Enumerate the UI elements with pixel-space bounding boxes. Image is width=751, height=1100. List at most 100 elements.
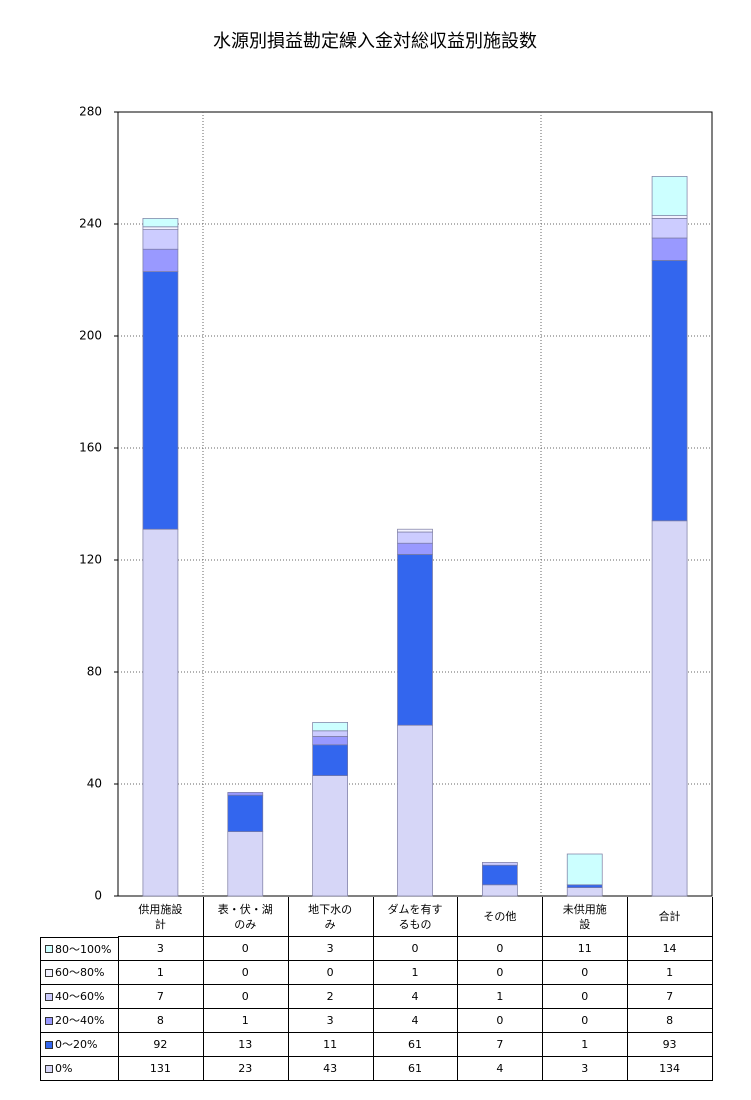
table-value-text: 23 — [238, 1062, 253, 1075]
table-value: 14 — [627, 937, 713, 961]
bar-segment — [651, 260, 688, 522]
bar-segment — [397, 724, 433, 897]
table-value-text: 3 — [156, 942, 164, 955]
table-value: 13 — [202, 1033, 289, 1057]
table-value-text: 1 — [581, 1038, 589, 1051]
y-tick-label: 120 — [79, 553, 102, 567]
table-value: 1 — [457, 985, 544, 1009]
table-value: 134 — [627, 1057, 713, 1081]
table-value-text: 7 — [496, 1038, 504, 1051]
table-value: 1 — [202, 1009, 289, 1033]
table-value-text: 7 — [666, 990, 674, 1003]
table-value: 7 — [118, 985, 204, 1009]
bar-segment — [312, 744, 348, 776]
table-value: 0 — [202, 961, 289, 985]
table-value-text: 4 — [411, 990, 419, 1003]
category-label-text: 合計 — [658, 910, 681, 923]
legend-swatch — [45, 1040, 53, 1049]
table-value-text: 1 — [156, 966, 164, 979]
table-value-text: 134 — [659, 1062, 681, 1075]
category-label: ダムを有す るもの — [372, 897, 459, 937]
bar-segment — [142, 528, 179, 897]
table-value-text: 11 — [577, 942, 592, 955]
legend-entry-text: 20～40% — [55, 1014, 105, 1027]
table-value-text: 0 — [581, 990, 589, 1003]
table-value: 8 — [627, 1009, 713, 1033]
table-value-text: 14 — [662, 942, 677, 955]
bar-segment — [397, 542, 433, 555]
table-value-text: 4 — [411, 1014, 419, 1027]
category-label-text: 未供用施 設 — [562, 902, 607, 931]
bar-segment — [482, 884, 518, 897]
table-value: 7 — [627, 985, 713, 1009]
legend-entry: 0% — [40, 1057, 119, 1081]
table-value: 1 — [627, 961, 713, 985]
table-value: 0 — [287, 961, 374, 985]
table-value-text: 1 — [411, 966, 419, 979]
category-label-text: 表・伏・湖 のみ — [217, 902, 273, 931]
table-value: 8 — [118, 1009, 204, 1033]
table-value-text: 131 — [149, 1062, 171, 1075]
category-label: 合計 — [627, 897, 713, 937]
table-value: 23 — [202, 1057, 289, 1081]
table-value: 93 — [627, 1033, 713, 1057]
table-value: 0 — [457, 937, 544, 961]
table-value-text: 4 — [496, 1062, 504, 1075]
table-value: 4 — [372, 1009, 459, 1033]
bar-segment — [142, 271, 179, 530]
table-value: 61 — [372, 1057, 459, 1081]
y-tick-label: 200 — [79, 329, 102, 343]
bar-segment — [312, 730, 348, 737]
bar-segment — [566, 887, 603, 897]
table-value: 3 — [542, 1057, 629, 1081]
bar-segment — [227, 831, 264, 897]
bar-segment — [651, 215, 688, 219]
table-value-text: 11 — [323, 1038, 338, 1051]
table-value: 43 — [287, 1057, 374, 1081]
bar-segment — [142, 229, 179, 250]
chart-title: 水源別損益勘定繰入金対総収益別施設数 — [213, 31, 537, 52]
legend-entry-text: 60～80% — [55, 966, 105, 979]
legend-entry: 0～20% — [40, 1033, 119, 1057]
bar-segment — [651, 520, 688, 897]
legend-swatch — [45, 945, 53, 953]
bar-segment — [142, 248, 179, 272]
table-value: 1 — [542, 1033, 629, 1057]
legend-entry: 80～100% — [40, 937, 119, 961]
table-value-text: 8 — [666, 1014, 674, 1027]
table-value: 0 — [542, 961, 629, 985]
bar-segment — [482, 864, 518, 886]
table-value: 131 — [118, 1057, 204, 1081]
table-value-text: 3 — [326, 942, 334, 955]
bar-segment — [142, 226, 179, 230]
legend-entry: 60～80% — [40, 961, 119, 985]
table-value-text: 61 — [407, 1062, 422, 1075]
legend-entry: 40～60% — [40, 985, 119, 1009]
legend-entry-text: 0～20% — [55, 1038, 98, 1051]
table-value-text: 0 — [496, 942, 504, 955]
category-label: その他 — [457, 897, 544, 937]
table-value: 3 — [118, 937, 204, 961]
table-value-text: 7 — [156, 990, 164, 1003]
table-value-text: 93 — [662, 1038, 677, 1051]
table-value: 2 — [287, 985, 374, 1009]
table-value: 0 — [372, 937, 459, 961]
category-label: 表・伏・湖 のみ — [202, 897, 289, 937]
table-value-text: 1 — [666, 966, 674, 979]
table-value: 4 — [457, 1057, 544, 1081]
legend-entry-text: 80～100% — [55, 942, 112, 956]
legend-swatch — [45, 968, 53, 977]
category-label-text: 地下水の み — [308, 902, 353, 931]
table-value-text: 0 — [326, 966, 334, 979]
table-value: 61 — [372, 1033, 459, 1057]
bar-segment — [227, 792, 264, 796]
table-value: 0 — [542, 1009, 629, 1033]
table-value-text: 61 — [407, 1038, 422, 1051]
y-tick-label: 160 — [79, 441, 102, 455]
table-value-text: 13 — [238, 1038, 253, 1051]
bar-segment — [651, 218, 688, 239]
table-value-text: 0 — [581, 966, 589, 979]
table-value-text: 3 — [581, 1062, 589, 1075]
table-value-text: 0 — [496, 966, 504, 979]
